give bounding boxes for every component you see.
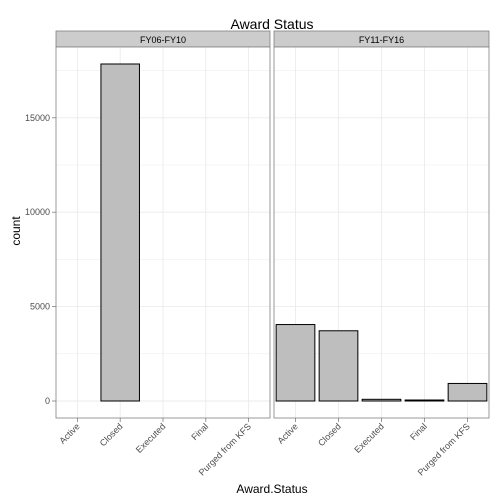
chart-title: Award Status <box>230 16 313 32</box>
strip-label-0: FY06-FY10 <box>140 35 186 45</box>
x-tick-label: Executed <box>134 421 168 455</box>
y-tick-label: 10000 <box>25 207 50 217</box>
bar-purged-from-kfs <box>447 382 488 402</box>
y-tick-label: 5000 <box>30 302 50 312</box>
y-tick-label: 0 <box>45 396 50 406</box>
y-axis-title: count <box>9 216 23 246</box>
x-tick-label: Final <box>189 421 210 442</box>
strip-label-1: FY11-FY16 <box>359 35 404 45</box>
x-tick-label: Active <box>276 421 300 445</box>
x-tick-label: Active <box>57 421 81 445</box>
bar-closed <box>100 63 140 402</box>
x-tick-label: Executed <box>352 421 386 455</box>
x-tick-label: Closed <box>316 421 343 448</box>
x-tick-label: Final <box>408 421 429 442</box>
bar-closed <box>318 330 359 402</box>
y-axis: 0 5000 10000 15000 <box>25 113 56 406</box>
bar-active <box>275 324 316 402</box>
x-tick-label: Closed <box>98 421 125 448</box>
y-tick-label: 15000 <box>25 113 50 123</box>
x-axis-title: Award.Status <box>236 482 307 496</box>
bar-executed <box>361 398 402 402</box>
bar-final <box>404 399 445 402</box>
